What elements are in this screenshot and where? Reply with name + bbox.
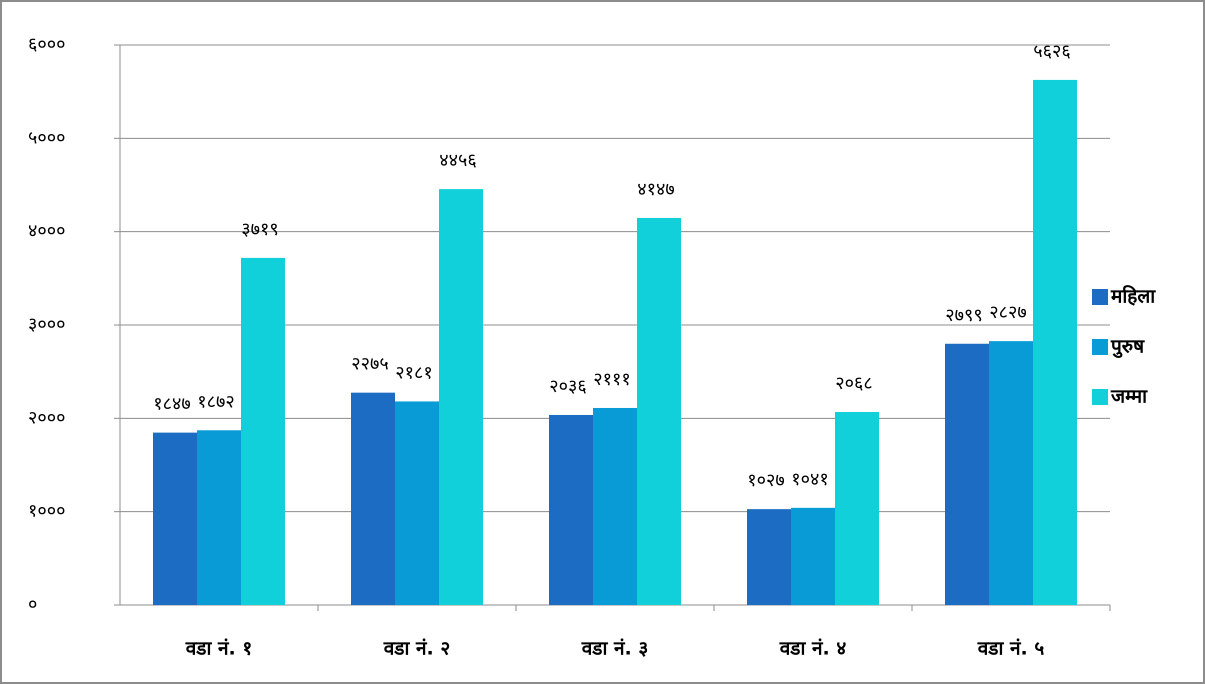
y-tick-label: १००० (28, 501, 65, 522)
x-tick-label: वडा नं. ३ (581, 638, 649, 660)
legend-label: जम्मा (1110, 386, 1148, 408)
bar (241, 257, 285, 605)
data-label: २१८१ (395, 362, 432, 383)
legend-label: पुरुष (1110, 336, 1145, 359)
data-label: २०३६ (549, 376, 586, 397)
legend-label: महिला (1110, 285, 1156, 308)
legend-swatch (1092, 389, 1108, 405)
data-label: २१११ (593, 369, 630, 390)
data-label: २०६८ (835, 373, 872, 394)
legend-swatch (1092, 289, 1108, 305)
x-tick-label: वडा नं. ५ (977, 638, 1045, 660)
data-label: ३७१९ (241, 219, 278, 240)
x-tick-label: वडा नं. २ (383, 638, 451, 660)
data-label: १८४७ (153, 394, 190, 415)
x-tick-label: वडा नं. १ (185, 638, 253, 660)
bar (747, 509, 791, 605)
bar (989, 341, 1033, 605)
bar (153, 432, 197, 605)
data-label: २७९९ (945, 305, 982, 326)
data-label: १०२७ (747, 470, 784, 491)
x-tick-label: वडा नं. ४ (779, 638, 847, 660)
data-label: २२७५ (351, 354, 388, 375)
data-label: १०४१ (791, 469, 828, 490)
legend-swatch (1092, 339, 1108, 355)
bar (395, 401, 439, 605)
bar (197, 430, 241, 605)
data-label: २८२७ (989, 302, 1026, 323)
y-tick-label: ० (28, 594, 37, 615)
bar (351, 392, 395, 605)
data-label: १८७२ (197, 391, 234, 412)
bar (637, 217, 681, 606)
data-label: ४४५६ (439, 150, 476, 171)
bar (439, 189, 483, 605)
bar (945, 343, 989, 605)
y-tick-label: ३००० (28, 314, 65, 335)
bar (549, 414, 593, 605)
bar (835, 411, 879, 605)
bar (1033, 79, 1077, 605)
data-label: ५६२६ (1033, 41, 1070, 62)
y-tick-label: ६००० (28, 34, 65, 55)
data-label: ४१४७ (637, 179, 674, 200)
bar (593, 407, 637, 605)
bar (791, 507, 835, 605)
y-tick-label: ५००० (28, 127, 65, 148)
y-tick-label: २००० (28, 407, 65, 428)
y-tick-label: ४००० (28, 221, 65, 242)
